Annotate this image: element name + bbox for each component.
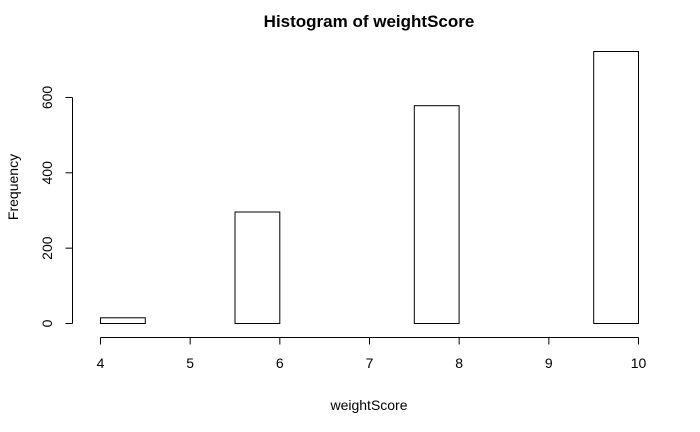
y-tick-label: 400 xyxy=(39,161,55,185)
histogram-bar xyxy=(413,105,460,324)
x-tick-label: 5 xyxy=(186,355,194,371)
y-axis-label: Frequency xyxy=(5,154,21,220)
x-tick-label: 7 xyxy=(366,355,374,371)
x-tick-label: 8 xyxy=(455,355,463,371)
x-tick-label: 10 xyxy=(631,355,647,371)
chart-title: Histogram of weightScore xyxy=(264,12,475,31)
x-tick-label: 6 xyxy=(276,355,284,371)
histogram-bar xyxy=(593,51,640,324)
x-tick-label: 9 xyxy=(545,355,553,371)
x-tick-label: 4 xyxy=(97,355,105,371)
bars-group xyxy=(100,51,640,324)
y-axis: 0 200 400 600 xyxy=(39,86,73,327)
y-tick-label: 200 xyxy=(39,236,55,260)
histogram-bar xyxy=(234,211,281,324)
x-axis-label: weightScore xyxy=(329,397,407,413)
x-axis: 4 5 6 7 8 9 10 xyxy=(97,337,647,371)
histogram-bar xyxy=(100,317,146,324)
y-tick-label: 600 xyxy=(39,86,55,110)
y-tick-label: 0 xyxy=(39,319,55,327)
